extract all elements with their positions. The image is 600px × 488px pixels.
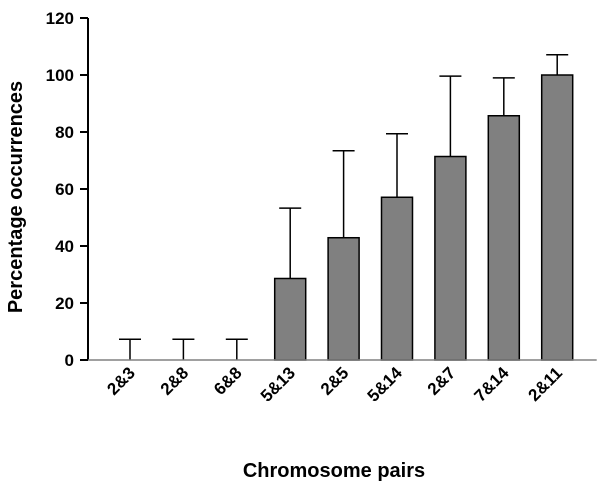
y-axis: 0 20 40 60 80 100 120 (46, 9, 89, 370)
y-tick-label: 0 (65, 351, 74, 370)
x-tick-label: 2&5 (317, 363, 352, 398)
bar (434, 155, 467, 361)
x-tick-label: 7&14 (470, 363, 513, 406)
x-tick-label: 6&8 (210, 363, 245, 398)
y-axis-title: Percentage occurrences (5, 81, 27, 313)
bar (273, 277, 307, 361)
bar (540, 74, 574, 361)
x-axis-title: Chromosome pairs (243, 460, 425, 482)
y-tick-label: 120 (46, 9, 74, 28)
y-tick-label: 40 (55, 237, 74, 256)
bar (380, 196, 414, 361)
bar (327, 236, 360, 361)
x-tick-label: 2&8 (157, 363, 192, 398)
x-tick-label: 2&11 (525, 363, 567, 405)
bar (487, 115, 521, 361)
y-tick-label: 60 (55, 180, 74, 199)
x-tick-label: 5&14 (364, 363, 407, 406)
x-axis: 2&3 2&8 6&8 5&13 2&5 5&14 2&7 7&14 2&11 (88, 359, 597, 406)
x-tick-label: 5&13 (257, 363, 299, 405)
y-tick-label: 80 (55, 123, 74, 142)
x-tick-label: 2&3 (103, 363, 138, 398)
bars (119, 54, 574, 361)
x-tick-label: 2&7 (424, 363, 459, 398)
y-tick-label: 20 (55, 294, 74, 313)
y-tick-label: 100 (46, 66, 74, 85)
